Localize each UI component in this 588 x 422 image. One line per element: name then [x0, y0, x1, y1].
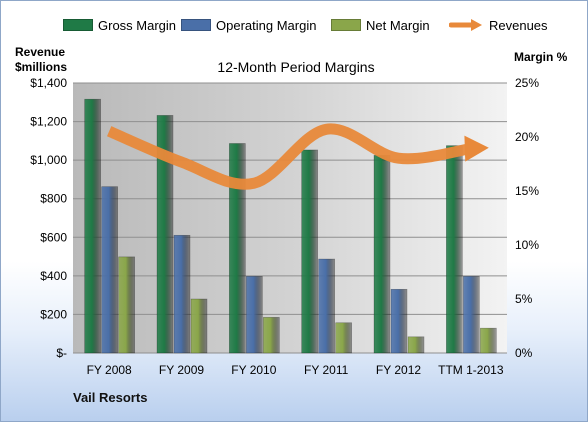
left-tick-label: $1,400 — [30, 76, 67, 90]
right-tick-label: 5% — [515, 292, 533, 306]
revenue-arrow-head — [464, 135, 489, 162]
bar-net-margin — [335, 322, 352, 354]
right-axis-title: Margin % — [514, 50, 568, 64]
bar-gross-margin — [301, 149, 318, 354]
x-tick-label: FY 2011 — [304, 363, 349, 377]
x-tick-label: FY 2008 — [87, 363, 132, 377]
x-tick-label: TTM 1-2013 — [438, 363, 504, 377]
legend-swatch-net-margin — [331, 19, 361, 31]
chart-title: 12-Month Period Margins — [217, 59, 375, 75]
left-axis-title: Revenue $millions — [15, 45, 67, 75]
revenue-line — [106, 123, 472, 190]
legend-item-operating-margin: Operating Margin — [181, 15, 316, 35]
bar-net-margin — [407, 336, 425, 354]
right-tick-label: 0% — [515, 346, 533, 360]
legend-label-gross-margin: Gross Margin — [98, 17, 177, 33]
left-tick-label: $- — [56, 346, 67, 360]
legend-swatch-gross-margin — [63, 19, 93, 31]
legend-label-operating-margin: Operating Margin — [216, 17, 317, 33]
x-tick-label: FY 2009 — [159, 363, 204, 377]
legend-swatch-operating-margin — [181, 19, 211, 31]
bar-gross-margin — [84, 98, 101, 354]
bar-operating-margin — [173, 234, 191, 354]
left-axis-title-line2: $millions — [15, 60, 68, 74]
legend-arrow-icon — [449, 19, 482, 31]
bar-gross-margin — [229, 143, 246, 354]
left-tick-label: $1,200 — [30, 115, 67, 129]
legend-item-net-margin: Net Margin — [331, 15, 430, 35]
bar-net-margin — [118, 256, 135, 354]
left-tick-label: $200 — [40, 307, 67, 321]
bar-gross-margin — [373, 155, 391, 354]
plot-area — [73, 83, 507, 353]
bar-net-margin — [480, 327, 497, 354]
legend: Gross Margin Operating Margin Net Margin… — [1, 15, 587, 35]
right-tick-label: 10% — [515, 238, 539, 252]
bar-gross-margin — [156, 115, 174, 354]
bar-gross-margin — [446, 145, 463, 354]
bar-net-margin — [190, 298, 208, 354]
bar-operating-margin — [463, 276, 480, 354]
legend-label-revenues: Revenues — [489, 17, 548, 33]
right-tick-label: 25% — [515, 76, 539, 90]
left-tick-label: $1,000 — [30, 153, 67, 167]
x-tick-label: FY 2012 — [376, 363, 421, 377]
company-name: Vail Resorts — [73, 390, 148, 405]
bar-operating-margin — [246, 276, 263, 354]
right-tick-label: 20% — [515, 130, 539, 144]
legend-label-net-margin: Net Margin — [366, 17, 430, 33]
legend-item-revenues: Revenues — [449, 15, 548, 35]
bar-operating-margin — [318, 258, 335, 354]
bar-net-margin — [263, 317, 280, 354]
bar-operating-margin — [390, 288, 408, 354]
legend-item-gross-margin: Gross Margin — [63, 15, 176, 35]
left-tick-label: $800 — [40, 192, 67, 206]
bar-operating-margin — [101, 186, 118, 354]
x-tick-label: FY 2010 — [231, 363, 276, 377]
left-tick-label: $600 — [40, 230, 67, 244]
left-axis-title-line1: Revenue — [15, 45, 66, 59]
right-tick-label: 15% — [515, 184, 539, 198]
left-tick-label: $400 — [40, 269, 67, 283]
